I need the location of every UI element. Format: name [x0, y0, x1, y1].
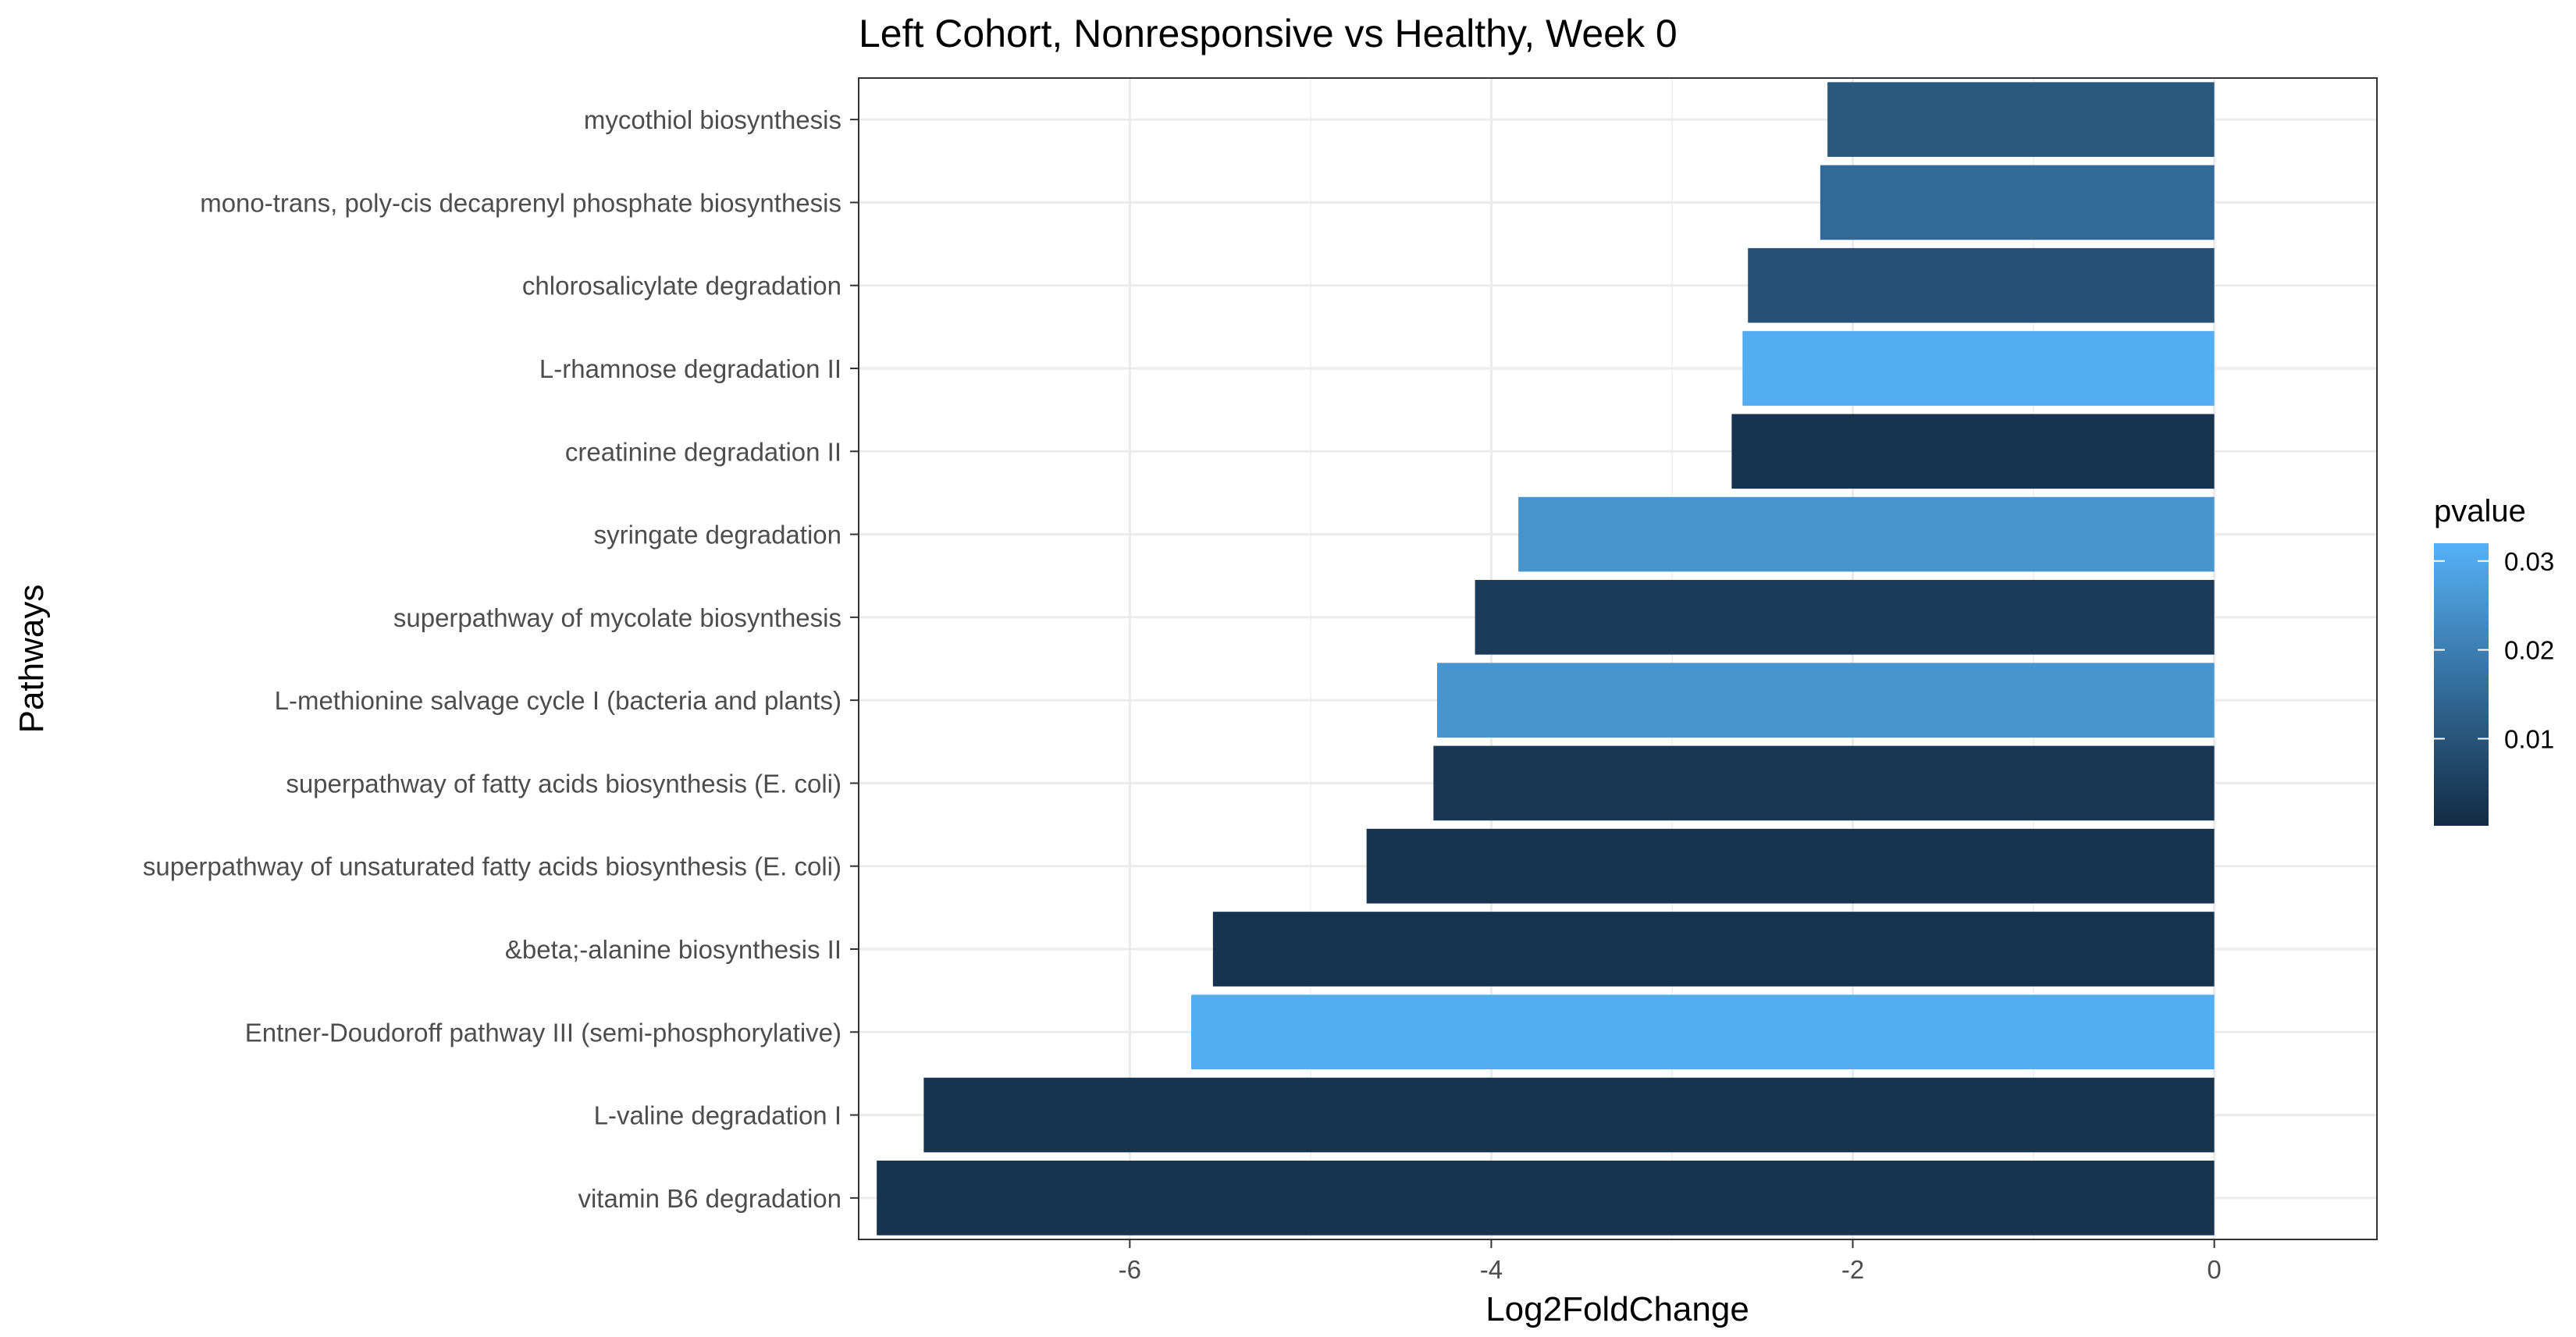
bar	[877, 1161, 2215, 1236]
x-tick-label: -6	[1119, 1255, 1141, 1284]
x-tick-label: -2	[1841, 1255, 1864, 1284]
chart-title: Left Cohort, Nonresponsive vs Healthy, W…	[859, 12, 1678, 55]
y-tick-label: superpathway of unsaturated fatty acids …	[143, 852, 841, 881]
y-tick-label: creatinine degradation II	[565, 437, 841, 466]
y-tick-labels: mycothiol biosynthesis mono-trans, poly-c…	[143, 105, 859, 1213]
bar	[1827, 82, 2215, 157]
y-tick-label: chlorosalicylate degradation	[522, 272, 841, 300]
legend-title: pvalue	[2434, 494, 2526, 528]
bar	[1436, 663, 2215, 738]
y-tick-label: mycothiol biosynthesis	[584, 105, 841, 134]
bar	[1731, 414, 2215, 489]
bar	[1820, 165, 2215, 240]
y-tick-label: mono-trans, poly-cis decaprenyl phosphat…	[200, 188, 841, 217]
legend-tick-label: 0.01	[2504, 724, 2554, 753]
bar	[1433, 745, 2215, 821]
bar	[1742, 331, 2215, 406]
x-tick-label: 0	[2207, 1255, 2221, 1284]
legend-tick-label: 0.02	[2504, 636, 2554, 665]
y-tick-label: &beta;-alanine biosynthesis II	[505, 935, 841, 964]
bar	[1366, 828, 2215, 904]
bar	[1212, 912, 2215, 987]
legend-colorbar	[2434, 543, 2489, 826]
y-tick-label: syringate degradation	[594, 521, 841, 549]
bar	[1191, 994, 2215, 1070]
bars	[877, 82, 2215, 1236]
bar	[923, 1077, 2215, 1153]
x-tick-labels: -6 -4 -2 0	[1119, 1239, 2222, 1284]
y-tick-label: superpathway of fatty acids biosynthesis…	[286, 769, 841, 798]
bar	[1748, 247, 2215, 323]
y-tick-label: L-methionine salvage cycle I (bacteria a…	[275, 686, 841, 715]
plot-panel-border	[858, 77, 2378, 1240]
x-axis-title: Log2FoldChange	[1485, 1290, 1749, 1328]
bar	[1518, 496, 2215, 572]
legend-ticks: 0.01 0.02 0.03	[2434, 547, 2554, 753]
legend-tick-label: 0.03	[2504, 547, 2554, 576]
y-tick-label: L-rhamnose degradation II	[539, 354, 841, 383]
y-tick-label: L-valine degradation I	[594, 1101, 841, 1130]
y-axis-title: Pathways	[12, 585, 51, 734]
y-tick-label: superpathway of mycolate biosynthesis	[393, 603, 841, 632]
y-tick-label: vitamin B6 degradation	[578, 1184, 841, 1213]
color-legend: pvalue 0.01 0.02 0.03	[2434, 494, 2554, 826]
y-tick-label: Entner-Doudoroff pathway III (semi-phosp…	[245, 1018, 841, 1047]
x-tick-label: -4	[1480, 1255, 1503, 1284]
bar	[1475, 580, 2215, 655]
